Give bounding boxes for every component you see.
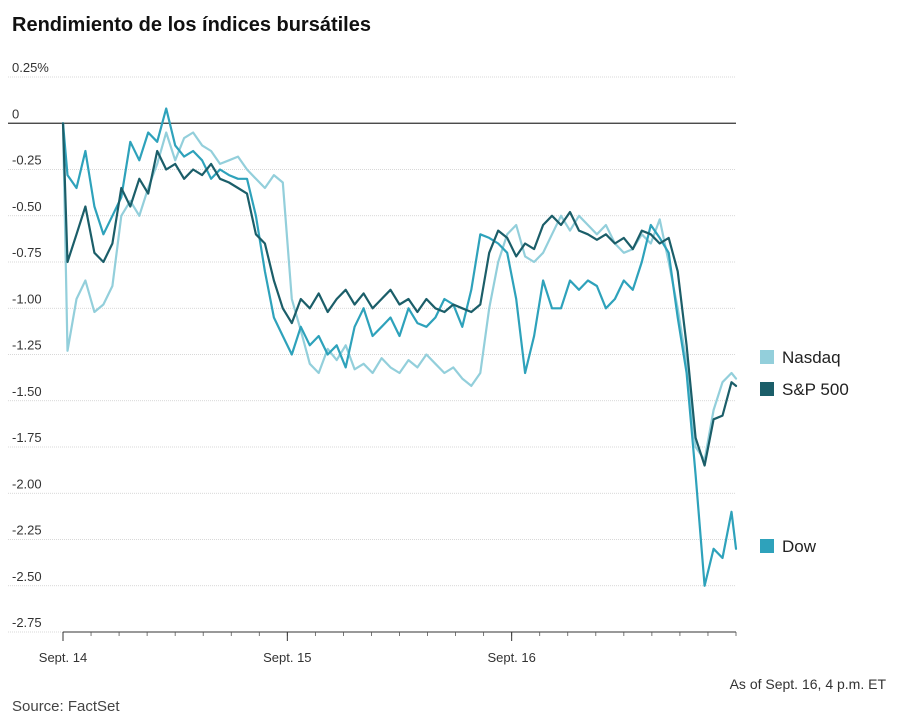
y-tick-label: -1.50 <box>12 384 42 399</box>
y-axis-ticks: 0.25% 0 -0.25 -0.50 -0.75 -1.00 -1.25 -1.50 -1.7… <box>12 60 49 630</box>
y-tick-label: -1.25 <box>12 338 42 353</box>
y-tick-label: 0 <box>12 106 19 121</box>
legend: Nasdaq S&P 500 Dow <box>760 348 849 556</box>
y-tick-label: -2.50 <box>12 569 42 584</box>
x-axis: Sept. 14 Sept. 15 Sept. 16 <box>39 631 737 665</box>
legend-swatch-nasdaq <box>760 350 774 364</box>
legend-label-dow: Dow <box>782 537 817 556</box>
legend-swatch-dow <box>760 539 774 553</box>
series-line-s-p-500 <box>61 122 738 467</box>
legend-label-nasdaq: Nasdaq <box>782 348 841 367</box>
x-tick-label: Sept. 14 <box>39 650 87 665</box>
source-note: Source: FactSet <box>12 698 120 715</box>
y-tick-label: -1.00 <box>12 291 42 306</box>
y-tick-label: -2.00 <box>12 476 42 491</box>
x-tick-label: Sept. 15 <box>263 650 311 665</box>
y-tick-label: 0.25% <box>12 60 49 75</box>
series-lines <box>61 107 738 587</box>
x-tick-label: Sept. 16 <box>487 650 535 665</box>
as-of-note: As of Sept. 16, 4 p.m. ET <box>729 676 886 692</box>
y-tick-label: -2.75 <box>12 615 42 630</box>
gridlines <box>8 76 736 633</box>
y-tick-label: -0.75 <box>12 245 42 260</box>
y-tick-label: -2.25 <box>12 523 42 538</box>
series-line-dow <box>61 107 738 587</box>
y-tick-label: -1.75 <box>12 430 42 445</box>
chart-title: Rendimiento de los índices bursátiles <box>12 14 371 36</box>
y-tick-label: -0.25 <box>12 153 42 168</box>
y-tick-label: -0.50 <box>12 199 42 214</box>
legend-label-s-p-500: S&P 500 <box>782 380 849 399</box>
series-line-nasdaq <box>61 122 738 462</box>
legend-swatch-s-p-500 <box>760 382 774 396</box>
